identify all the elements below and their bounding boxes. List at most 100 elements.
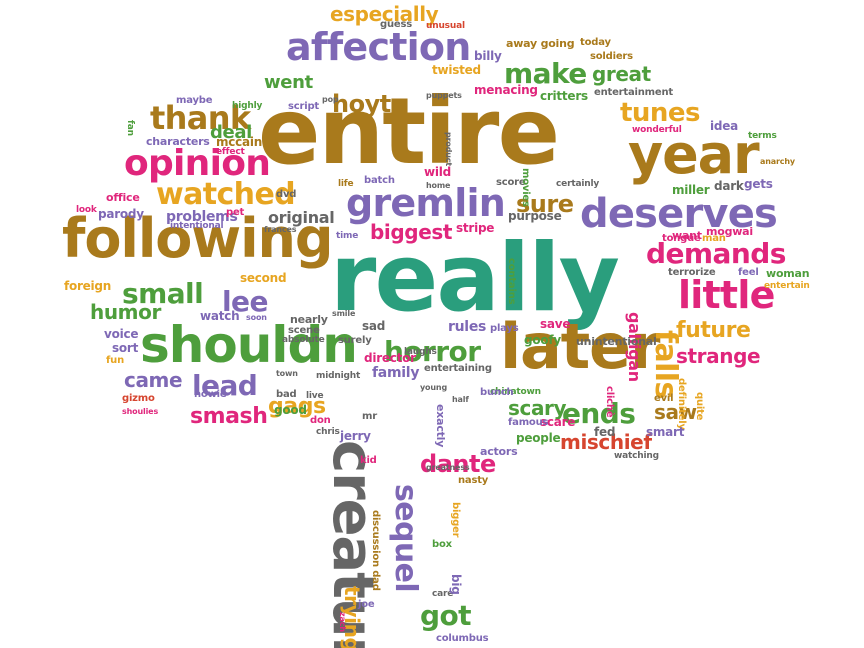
cloud-word: bunch bbox=[480, 387, 514, 398]
cloud-word: tunes bbox=[620, 98, 700, 128]
cloud-word: lee bbox=[222, 285, 268, 318]
cloud-word: rules bbox=[448, 319, 487, 335]
cloud-word: wild bbox=[424, 165, 451, 179]
cloud-word: deserves bbox=[580, 191, 778, 237]
cloud-word: soon bbox=[246, 313, 267, 322]
cloud-word: nearly bbox=[290, 313, 328, 326]
cloud-word: later bbox=[500, 310, 660, 383]
cloud-word: definitely bbox=[676, 378, 687, 430]
cloud-word: strange bbox=[676, 344, 761, 368]
cloud-word: scare bbox=[540, 415, 576, 429]
cloud-word: gets bbox=[744, 177, 773, 191]
cloud-word: time bbox=[336, 231, 359, 241]
cloud-word: nasty bbox=[458, 475, 489, 486]
cloud-word: office bbox=[106, 191, 140, 204]
cloud-word: gremlin bbox=[346, 181, 506, 225]
cloud-word: smash bbox=[190, 404, 268, 429]
cloud-word: watched bbox=[156, 177, 296, 212]
cloud-word: pet bbox=[226, 207, 245, 218]
cloud-word: don bbox=[310, 415, 331, 426]
cloud-word: watch bbox=[200, 309, 240, 323]
cloud-word: purpose bbox=[508, 209, 562, 223]
cloud-word: woman bbox=[766, 267, 810, 280]
cloud-word: small bbox=[122, 277, 204, 310]
cloud-word: terrorize bbox=[668, 267, 716, 278]
cloud-word: certainly bbox=[556, 179, 600, 189]
cloud-word: maybe bbox=[176, 95, 213, 106]
cloud-word: year bbox=[628, 123, 760, 186]
cloud-word: chinatown bbox=[490, 387, 541, 397]
cloud-word: look bbox=[76, 205, 97, 215]
cloud-word: idea bbox=[710, 119, 738, 133]
cloud-word: discussion dad bbox=[370, 510, 381, 591]
cloud-word: big bbox=[449, 574, 463, 595]
cloud-word: little bbox=[678, 273, 775, 317]
cloud-word: greatness bbox=[426, 463, 470, 472]
cloud-word: man bbox=[702, 233, 726, 244]
cloud-word: bad bbox=[276, 389, 297, 400]
cloud-word: evil bbox=[654, 393, 674, 404]
cloud-word: puppets bbox=[426, 91, 462, 100]
cloud-word: columbus bbox=[436, 633, 489, 644]
cloud-word: scary bbox=[508, 396, 567, 420]
cloud-word: joe bbox=[358, 599, 375, 610]
cloud-word: kid bbox=[360, 455, 377, 466]
cloud-word: saw bbox=[654, 400, 697, 424]
cloud-word: menacing bbox=[474, 83, 538, 97]
cloud-word: foreign bbox=[64, 279, 112, 293]
cloud-word: make bbox=[504, 57, 587, 90]
cloud-word: contains bbox=[506, 258, 517, 305]
cloud-word: dante bbox=[420, 450, 496, 478]
cloud-word: entertain bbox=[764, 281, 810, 291]
cloud-word: humor bbox=[90, 300, 161, 324]
cloud-word: terms bbox=[748, 131, 777, 141]
cloud-word: shouldn bbox=[140, 316, 358, 374]
cloud-word: sad bbox=[362, 319, 386, 333]
cloud-word: entertainment bbox=[594, 87, 673, 98]
cloud-word: shoulies bbox=[122, 407, 159, 416]
cloud-word: actors bbox=[480, 445, 518, 458]
cloud-word: zach bbox=[338, 612, 347, 632]
cloud-word: dark bbox=[714, 179, 744, 193]
cloud-word: mogwai bbox=[706, 225, 753, 238]
cloud-word: deal bbox=[210, 122, 252, 143]
cloud-word: pop bbox=[322, 95, 339, 104]
cloud-word: characters bbox=[146, 135, 210, 148]
cloud-word: demands bbox=[646, 237, 786, 270]
cloud-word: sure bbox=[516, 190, 574, 218]
cloud-word: unusual bbox=[426, 21, 465, 31]
cloud-word: movies bbox=[520, 168, 531, 207]
cloud-word: intentional bbox=[170, 221, 224, 231]
cloud-word: mischief bbox=[560, 430, 652, 454]
cloud-word: went bbox=[264, 72, 313, 93]
cloud-word: life bbox=[338, 179, 354, 189]
cloud-word: twisted bbox=[432, 63, 481, 77]
cloud-word: goofy bbox=[524, 333, 561, 347]
cloud-word: following bbox=[62, 207, 334, 270]
cloud-word: half bbox=[452, 395, 469, 404]
cloud-word: feel bbox=[738, 267, 759, 278]
cloud-word: sort bbox=[112, 341, 139, 355]
cloud-word: chris bbox=[316, 427, 340, 437]
cloud-word: affection bbox=[286, 25, 471, 69]
cloud-word: unintentional bbox=[576, 335, 657, 348]
cloud-word: town bbox=[276, 369, 298, 378]
cloud-word: laughs bbox=[404, 347, 437, 357]
cloud-word: gags bbox=[268, 394, 326, 419]
cloud-word: save bbox=[540, 317, 571, 331]
cloud-word: plays bbox=[490, 323, 519, 334]
cloud-word: clichè bbox=[604, 386, 615, 418]
cloud-word: guess bbox=[380, 19, 412, 30]
cloud-word: scene bbox=[288, 325, 320, 336]
cloud-word: stripe bbox=[456, 221, 495, 235]
cloud-word: mccain bbox=[216, 135, 263, 149]
cloud-word: script bbox=[288, 101, 319, 112]
cloud-word: frances bbox=[264, 225, 297, 234]
cloud-word: today bbox=[580, 37, 611, 48]
cloud-word: score bbox=[496, 177, 526, 188]
cloud-word: critters bbox=[540, 89, 588, 103]
cloud-word: especially bbox=[330, 2, 439, 26]
cloud-word: miller bbox=[672, 183, 710, 197]
cloud-word: sequel bbox=[388, 484, 423, 593]
